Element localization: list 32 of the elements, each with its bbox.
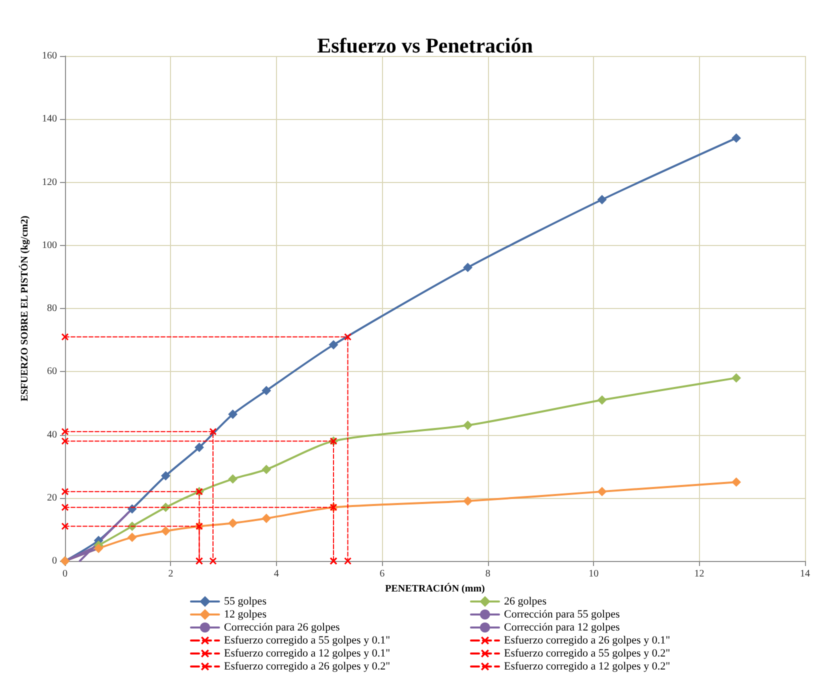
legend-label: Corrección para 12 golpes: [504, 622, 620, 634]
y-tick-label: 140: [42, 114, 57, 125]
legend-label: Esfuerzo corregido a 26 golpes y 0.1": [504, 634, 670, 646]
y-tick-label: 120: [42, 176, 57, 188]
x-tick-label: 4: [274, 568, 279, 580]
x-tick-label: 6: [380, 568, 385, 580]
x-tick-label: 14: [800, 568, 810, 580]
legend-label: Esfuerzo corregido a 55 golpes y 0.1": [224, 634, 390, 646]
x-axis-title: PENETRACIÓN (mm): [385, 582, 485, 594]
x-tick-label: 10: [588, 568, 599, 580]
y-tick-label: 80: [47, 303, 57, 314]
legend-label: 26 golpes: [504, 596, 546, 608]
legend-label: Esfuerzo corregido a 55 golpes y 0.2": [504, 648, 670, 660]
legend-label: Esfuerzo corregido a 12 golpes y 0.1": [224, 648, 390, 660]
chart-title: Esfuerzo vs Penetración: [317, 34, 534, 58]
x-tick-label: 8: [485, 568, 490, 580]
legend-label: Esfuerzo corregido a 12 golpes y 0.2": [504, 660, 670, 672]
legend-label: Corrección para 26 golpes: [224, 622, 340, 634]
y-tick-label: 100: [42, 240, 57, 251]
y-tick-label: 60: [47, 366, 57, 378]
y-tick-label: 40: [47, 429, 57, 440]
y-axis-title: ESFUERZO SOBRE EL PISTÓN (kg/cm2): [18, 216, 30, 402]
x-tick-label: 12: [694, 568, 704, 580]
legend-label: Corrección para 55 golpes: [504, 608, 620, 620]
legend-label: 55 golpes: [224, 596, 266, 608]
y-tick-label: 0: [52, 556, 57, 566]
y-tick-label: 20: [47, 492, 57, 504]
y-tick-label: 160: [42, 50, 57, 62]
legend-label: Esfuerzo corregido a 26 golpes y 0.2": [224, 660, 390, 672]
x-tick-label: 0: [62, 568, 68, 580]
legend-label: 12 golpes: [224, 608, 266, 620]
x-tick-label: 2: [168, 568, 174, 580]
